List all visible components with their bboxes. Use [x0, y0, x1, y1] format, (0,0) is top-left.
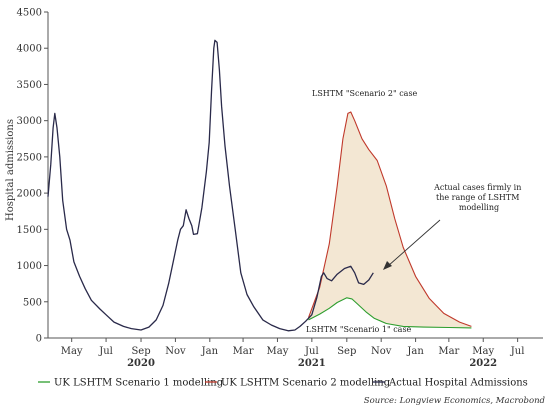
x-tick-label: May — [267, 346, 289, 357]
y-tick-label: 4500 — [17, 8, 42, 19]
x-tick-label: Mar — [438, 346, 459, 357]
x-tick-label: Jan — [201, 346, 219, 357]
x-tick-label: Nov — [165, 346, 186, 357]
line-scenario-2 — [307, 111, 472, 327]
x-tick-label: Sep — [131, 346, 150, 357]
x-tick-label: Jan — [406, 346, 424, 357]
x-tick-label: Jul — [510, 346, 525, 357]
legend: UK LSHTM Scenario 1 modelling UK LSHTM S… — [38, 378, 528, 389]
x-year-label: 2021 — [298, 358, 326, 369]
x-tick-label: May — [472, 346, 494, 357]
x-axis-ticks: May Jul Sep Nov Jan Mar May Jul Sep Nov Jan Mar May J… — [61, 338, 525, 369]
line-actual-admissions — [47, 39, 374, 332]
series-lines — [47, 39, 472, 332]
x-tick-label: Jul — [98, 346, 113, 357]
legend-label-scenario-2: UK LSHTM Scenario 2 modelling — [221, 378, 391, 389]
x-tick-label: May — [61, 346, 83, 357]
scenario-range-shading — [308, 112, 472, 328]
x-tick-label: Mar — [233, 346, 254, 357]
annotation-arrow — [383, 219, 441, 270]
scenario-shaded-band — [308, 112, 472, 328]
axes — [47, 12, 543, 339]
y-axis-ticks: 0 500 1000 1500 2000 2500 3000 3500 4000 4500 — [17, 8, 48, 345]
source-note: Source: Longview Economics, Macrobond — [364, 396, 546, 406]
annotation-scenario-2: LSHTM "Scenario 2" case — [312, 89, 418, 98]
x-year-label: 2022 — [469, 358, 497, 369]
y-tick-label: 1500 — [17, 225, 42, 236]
y-tick-label: 500 — [23, 297, 42, 308]
y-tick-label: 3500 — [17, 80, 42, 91]
y-tick-label: 0 — [36, 334, 42, 345]
y-tick-label: 2000 — [17, 189, 42, 200]
y-tick-label: 4000 — [17, 44, 42, 55]
x-tick-label: Sep — [337, 346, 356, 357]
y-tick-label: 1000 — [17, 261, 42, 272]
y-axis-title: Hospital admissions — [5, 119, 16, 221]
annotation-actual-cases: Actual cases firmly in the range of LSHT… — [433, 183, 524, 212]
y-tick-label: 2500 — [17, 152, 42, 163]
y-tick-label: 3000 — [17, 116, 42, 127]
line-scenario-1 — [308, 297, 472, 329]
legend-label-actual: Actual Hospital Admissions — [388, 378, 528, 389]
legend-label-scenario-1: UK LSHTM Scenario 1 modelling — [54, 378, 224, 389]
annotation-scenario-1: LSHTM "Scenario 1" case — [306, 325, 412, 334]
x-tick-label: Nov — [371, 346, 392, 357]
x-year-label: 2020 — [127, 358, 155, 369]
x-tick-label: Jul — [304, 346, 319, 357]
